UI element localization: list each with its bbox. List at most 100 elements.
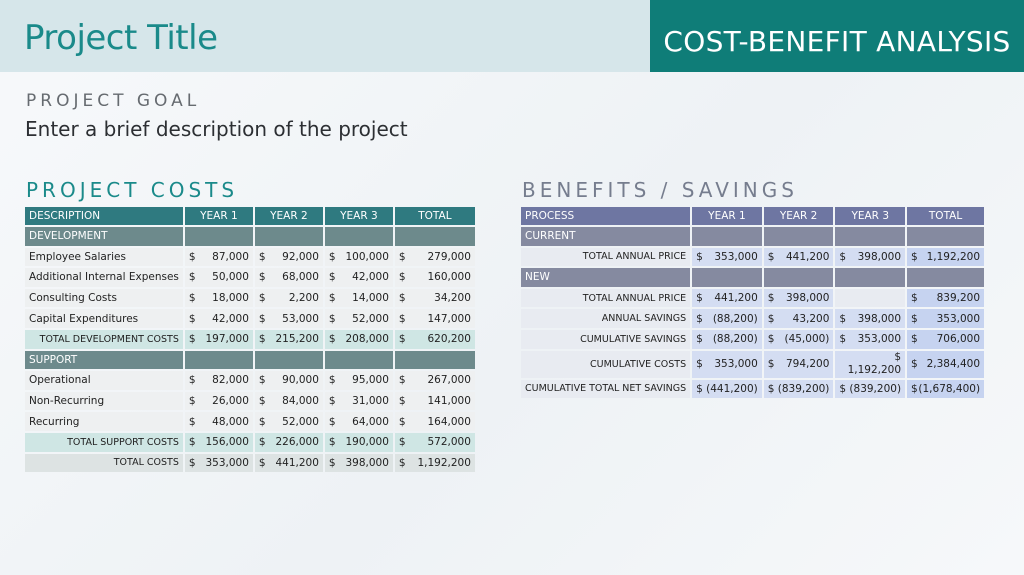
row-label: Capital Expenditures bbox=[25, 309, 183, 328]
value-cell: $2,200 bbox=[254, 288, 323, 308]
col-year-2: YEAR 2 bbox=[254, 207, 323, 225]
value-cell: $839,200 bbox=[907, 288, 985, 308]
value-cell: $353,000 bbox=[907, 309, 985, 328]
row-label: TOTAL ANNUAL PRICE bbox=[521, 247, 691, 267]
total-development-row: TOTAL DEVELOPMENT COSTS $197,000 $215,20… bbox=[25, 329, 475, 349]
table-row: TOTAL ANNUAL PRICE $441,200 $398,000 $839,2… bbox=[521, 288, 985, 308]
row-label: Non-Recurring bbox=[25, 391, 183, 411]
value-cell: $68,000 bbox=[254, 268, 323, 287]
total-support-row: TOTAL SUPPORT COSTS $156,000 $226,000 $1… bbox=[25, 432, 475, 452]
value-cell: $100,000 bbox=[324, 247, 393, 267]
cumulative-costs-row: CUMULATIVE COSTS $353,000 $794,200 $1,19… bbox=[521, 350, 985, 378]
current-annual-price-row: TOTAL ANNUAL PRICE $353,000 $441,200 $39… bbox=[521, 247, 985, 267]
row-label: TOTAL COSTS bbox=[25, 453, 183, 473]
value-cell: $ (88,200) bbox=[692, 309, 762, 328]
row-label: TOTAL ANNUAL PRICE bbox=[521, 288, 691, 308]
col-total: TOTAL bbox=[394, 207, 475, 225]
value-cell: $53,000 bbox=[254, 309, 323, 328]
row-label: ANNUAL SAVINGS bbox=[521, 309, 691, 328]
total-costs-row: TOTAL COSTS $353,000 $441,200 $398,000 $… bbox=[25, 453, 475, 473]
value-cell: $42,000 bbox=[184, 309, 253, 328]
project-title: Project Title bbox=[24, 18, 218, 58]
benefits-table: PROCESS YEAR 1 YEAR 2 YEAR 3 TOTAL CURRE… bbox=[519, 205, 986, 400]
row-label: Consulting Costs bbox=[25, 288, 183, 308]
row-label: Employee Salaries bbox=[25, 247, 183, 267]
value-cell: $147,000 bbox=[394, 309, 475, 328]
value-cell: $90,000 bbox=[254, 371, 323, 390]
value-cell: $87,000 bbox=[184, 247, 253, 267]
col-description: DESCRIPTION bbox=[25, 207, 183, 225]
value-cell: $52,000 bbox=[254, 412, 323, 431]
value-cell: $18,000 bbox=[184, 288, 253, 308]
development-rows: Employee Salaries $87,000 $92,000 $100,000 $… bbox=[25, 247, 475, 328]
development-section-row: DEVELOPMENT bbox=[25, 227, 475, 246]
net-y1: $ (441,200) bbox=[692, 379, 762, 399]
value-cell: $141,000 bbox=[394, 391, 475, 411]
row-label: CUMULATIVE COSTS bbox=[521, 350, 691, 378]
value-cell: $42,000 bbox=[324, 268, 393, 287]
row-label: CUMULATIVE SAVINGS bbox=[521, 329, 691, 349]
value-cell: $ (45,000) bbox=[763, 329, 834, 349]
net-y3: $ (839,200) bbox=[835, 379, 906, 399]
current-section-row: CURRENT bbox=[521, 227, 985, 246]
costs-section-title: PROJECT COSTS bbox=[26, 178, 239, 202]
benefits-section-title: BENEFITS / SAVINGS bbox=[522, 178, 798, 202]
value-cell: $441,200 bbox=[692, 288, 762, 308]
net-y2: $ (839,200) bbox=[763, 379, 834, 399]
title-bar bbox=[0, 0, 650, 72]
table-row: CUMULATIVE SAVINGS $ (88,200) $ (45,000) $353… bbox=[521, 329, 985, 349]
value-cell: $ (88,200) bbox=[692, 329, 762, 349]
costs-header-row: DESCRIPTION YEAR 1 YEAR 2 YEAR 3 TOTAL bbox=[25, 207, 475, 225]
value-cell: $92,000 bbox=[254, 247, 323, 267]
value-cell: $50,000 bbox=[184, 268, 253, 287]
value-cell: $398,000 bbox=[763, 288, 834, 308]
table-row: Recurring $48,000 $52,000 $64,000 $164,000 bbox=[25, 412, 475, 431]
value-cell: $31,000 bbox=[324, 391, 393, 411]
new-label: NEW bbox=[521, 268, 691, 287]
goal-description: Enter a brief description of the project bbox=[25, 117, 408, 141]
row-label: TOTAL SUPPORT COSTS bbox=[25, 432, 183, 452]
col-year-3: YEAR 3 bbox=[835, 207, 906, 225]
value-cell: $353,000 bbox=[835, 329, 906, 349]
table-row: Additional Internal Expenses $50,000 $68,0… bbox=[25, 268, 475, 287]
value-cell bbox=[835, 288, 906, 308]
row-label: TOTAL DEVELOPMENT COSTS bbox=[25, 329, 183, 349]
value-cell: $95,000 bbox=[324, 371, 393, 390]
benefits-header-row: PROCESS YEAR 1 YEAR 2 YEAR 3 TOTAL bbox=[521, 207, 985, 225]
costs-table: DESCRIPTION YEAR 1 YEAR 2 YEAR 3 TOTAL D… bbox=[23, 205, 477, 474]
value-cell: $398,000 bbox=[835, 309, 906, 328]
value-cell: $706,000 bbox=[907, 329, 985, 349]
row-label: Operational bbox=[25, 371, 183, 390]
new-rows: TOTAL ANNUAL PRICE $441,200 $398,000 $839,2… bbox=[521, 288, 985, 349]
value-cell: $164,000 bbox=[394, 412, 475, 431]
col-process: PROCESS bbox=[521, 207, 691, 225]
table-row: Operational $82,000 $90,000 $95,000 $267,000 bbox=[25, 371, 475, 390]
value-cell: $279,000 bbox=[394, 247, 475, 267]
value-cell: $82,000 bbox=[184, 371, 253, 390]
value-cell: $267,000 bbox=[394, 371, 475, 390]
value-cell: $26,000 bbox=[184, 391, 253, 411]
value-cell: $48,000 bbox=[184, 412, 253, 431]
row-label: Additional Internal Expenses bbox=[25, 268, 183, 287]
development-label: DEVELOPMENT bbox=[25, 227, 183, 246]
net-savings-row: CUMULATIVE TOTAL NET SAVINGS $ (441,200)… bbox=[521, 379, 985, 399]
col-year-2: YEAR 2 bbox=[763, 207, 834, 225]
row-label: Recurring bbox=[25, 412, 183, 431]
goal-label: PROJECT GOAL bbox=[26, 91, 201, 111]
value-cell: $84,000 bbox=[254, 391, 323, 411]
col-year-1: YEAR 1 bbox=[692, 207, 762, 225]
table-row: ANNUAL SAVINGS $ (88,200) $43,200 $398,000 $3… bbox=[521, 309, 985, 328]
row-label: CUMULATIVE TOTAL NET SAVINGS bbox=[521, 379, 691, 399]
col-year-1: YEAR 1 bbox=[184, 207, 253, 225]
value-cell: $43,200 bbox=[763, 309, 834, 328]
col-total: TOTAL bbox=[907, 207, 985, 225]
new-section-row: NEW bbox=[521, 268, 985, 287]
value-cell: $14,000 bbox=[324, 288, 393, 308]
value-cell: $64,000 bbox=[324, 412, 393, 431]
support-label: SUPPORT bbox=[25, 350, 183, 370]
table-row: Capital Expenditures $42,000 $53,000 $52,00… bbox=[25, 309, 475, 328]
analysis-banner: COST-BENEFIT ANALYSIS bbox=[650, 0, 1024, 72]
value-cell: $160,000 bbox=[394, 268, 475, 287]
table-row: Consulting Costs $18,000 $2,200 $14,000 $34,… bbox=[25, 288, 475, 308]
value-cell: $52,000 bbox=[324, 309, 393, 328]
